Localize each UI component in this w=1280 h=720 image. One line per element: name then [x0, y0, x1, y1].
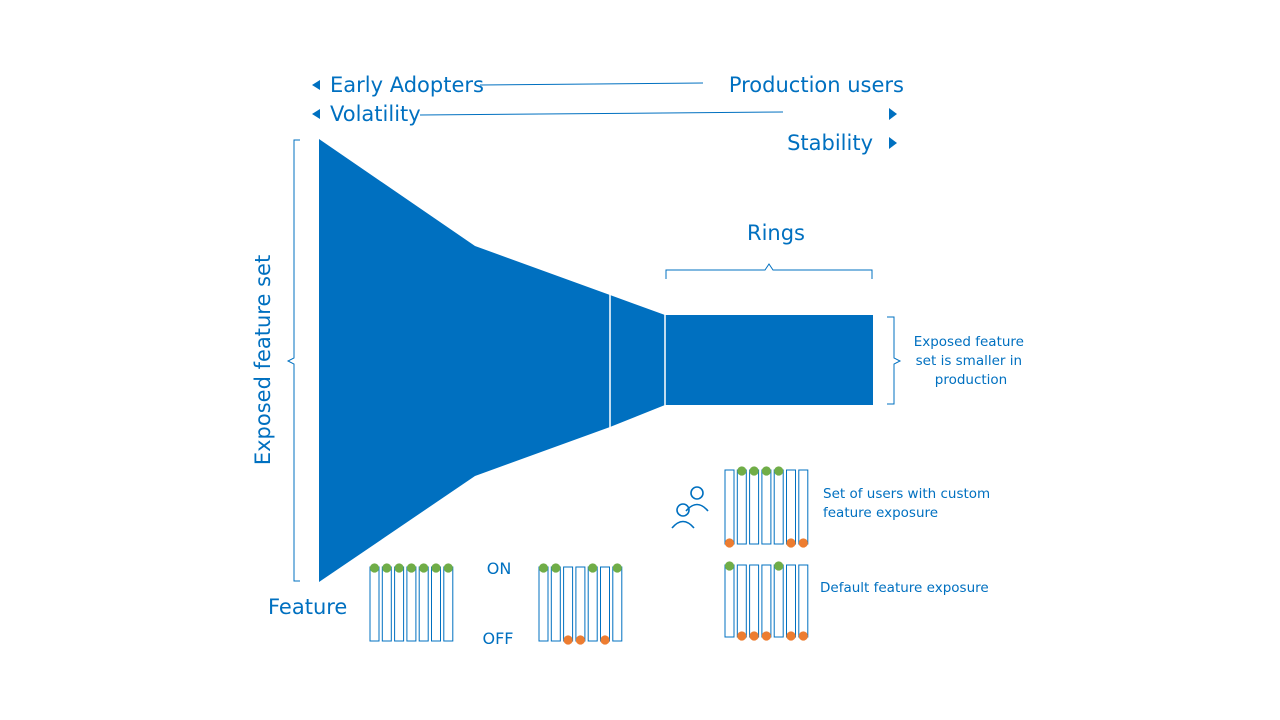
on-label: ON — [487, 559, 512, 578]
note-line: set is smaller in — [916, 353, 1022, 369]
toggle-knob-off — [563, 635, 573, 645]
volatility-label: Volatility — [330, 102, 421, 126]
toggle-knob-off — [724, 538, 735, 548]
toggle-switch-on — [736, 469, 747, 545]
toggle-knob-on — [443, 563, 453, 573]
toggle-switch-on — [773, 469, 784, 545]
right-bracket — [887, 316, 902, 405]
toggle-switch-on — [418, 566, 429, 642]
toggle-knob-on — [538, 563, 549, 573]
toggle-switch-on — [431, 566, 441, 642]
toggle-knob-off — [798, 631, 808, 641]
toggle-knob-on — [431, 563, 441, 573]
toggle-switch-off — [798, 469, 809, 545]
toggle-switch-on — [761, 469, 772, 545]
toggle-knob-on — [406, 563, 416, 573]
funnel — [319, 139, 873, 582]
toggle-knob-on — [724, 561, 735, 571]
toggle-switch-off — [786, 564, 796, 638]
toggle-switch-on — [394, 566, 405, 642]
rings-annotation: Rings — [665, 221, 873, 279]
rings-bracket — [665, 263, 873, 279]
toggle-knob-on — [749, 466, 759, 476]
toggle-switch-on — [381, 566, 392, 642]
toggle-knob-on — [419, 563, 429, 573]
custom-exposure-label: Set of users with custom feature exposur… — [823, 486, 994, 521]
toggle-knob-on — [588, 563, 598, 573]
toggle-switch-off — [761, 564, 772, 638]
toggle-knob-on — [774, 561, 784, 571]
feature-label: Feature — [268, 595, 347, 619]
toggle-switch-on — [369, 566, 380, 642]
toggle-switch-on — [406, 566, 417, 642]
exposed-feature-set-label: Exposed feature set — [251, 255, 275, 465]
left-arrow-icon — [312, 109, 320, 119]
toggle-switch-on — [587, 566, 598, 642]
right-arrow-icon — [889, 137, 897, 149]
toggle-switch-on — [612, 566, 623, 642]
note-line: production — [935, 372, 1008, 388]
note-line: Exposed feature — [914, 334, 1024, 350]
toggle-knob-on — [774, 466, 784, 476]
toggle-knob-on — [382, 563, 392, 573]
toggle-knob-off — [737, 631, 747, 641]
toggle-groups — [369, 466, 809, 645]
default-exposure-group — [724, 561, 809, 641]
early-adopters-label: Early Adopters — [330, 73, 484, 97]
users-icon — [671, 486, 709, 529]
toggle-knob-on — [394, 563, 404, 573]
toggle-switch-off — [786, 469, 796, 545]
toggle-switch-on — [749, 469, 760, 545]
toggle-knob-off — [786, 538, 796, 548]
toggle-switch-off — [749, 564, 760, 638]
left-bracket — [286, 139, 300, 582]
custom-exposure-line: feature exposure — [823, 505, 938, 521]
toggle-knob-off — [761, 631, 772, 641]
audience-line — [479, 82, 704, 86]
production-users-label: Production users — [729, 73, 904, 97]
stability-label: Stability — [787, 131, 873, 155]
toggle-switch-off — [600, 566, 610, 642]
mixed-group — [538, 563, 623, 645]
toggle-switch-on — [773, 564, 784, 638]
custom-exposure-line: Set of users with custom — [823, 486, 990, 502]
toggle-knob-off — [600, 635, 610, 645]
production-note: Exposed feature set is smaller in produc… — [887, 316, 1029, 405]
toggle-switch-off — [736, 564, 747, 638]
toggle-knob-on — [737, 466, 747, 476]
exposed-feature-set-axis: Exposed feature set — [251, 139, 300, 582]
right-arrow-icon — [889, 108, 897, 120]
toggle-switch-on — [538, 566, 549, 642]
rings-label: Rings — [747, 221, 805, 245]
all-on-group — [369, 563, 454, 642]
toggle-knob-off — [575, 635, 586, 645]
toggle-switch-off — [798, 564, 809, 638]
toggle-knob-on — [551, 563, 561, 573]
top-axis: Early Adopters Production users Volatili… — [312, 73, 904, 155]
off-label: OFF — [483, 629, 514, 648]
toggle-switch-on — [443, 566, 454, 642]
toggle-switch-off — [563, 566, 574, 642]
production-note-text: Exposed feature set is smaller in produc… — [914, 334, 1029, 388]
toggle-knob-on — [612, 563, 622, 573]
default-exposure-label: Default feature exposure — [820, 580, 989, 596]
toggle-knob-off — [786, 631, 796, 641]
funnel-shape — [319, 139, 873, 582]
custom-exposure-group — [724, 466, 809, 548]
toggle-knob-off — [749, 631, 759, 641]
toggle-switch-on — [550, 566, 561, 642]
toggle-knob-on — [761, 466, 772, 476]
toggle-switch-on — [724, 564, 735, 638]
toggle-knob-off — [798, 538, 808, 548]
toggle-knob-on — [369, 563, 380, 573]
toggle-switch-off — [724, 469, 735, 545]
left-arrow-icon — [312, 80, 320, 90]
stability-line — [419, 111, 784, 116]
toggle-switch-off — [575, 566, 586, 642]
